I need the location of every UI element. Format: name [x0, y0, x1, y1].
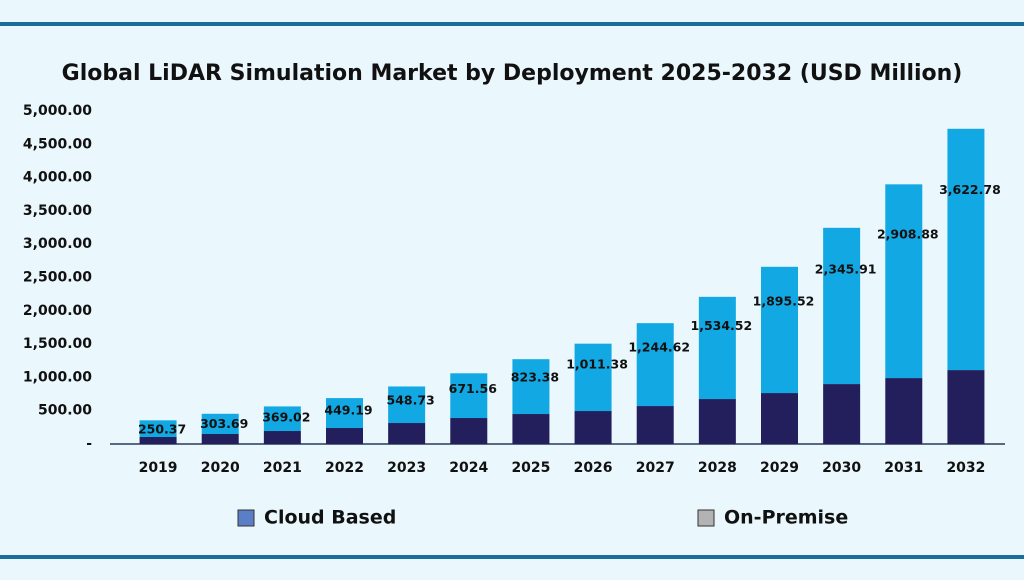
top-border: [0, 22, 1024, 26]
data-label: 1,244.62: [628, 340, 690, 355]
data-label: 1,534.52: [691, 318, 753, 333]
y-tick-label: 1,500.00: [23, 336, 92, 352]
data-label: 2,345.91: [815, 261, 877, 276]
bar-segment: [326, 398, 363, 429]
bar-segment: [388, 423, 426, 444]
y-tick-label: 5,000.00: [23, 103, 92, 119]
x-tick-label: 2026: [574, 460, 613, 476]
bar-segment: [263, 406, 301, 432]
bar-segment: [823, 384, 861, 444]
data-label: 1,011.38: [566, 357, 628, 372]
bar-segment: [512, 414, 550, 444]
y-tick-label: 3,500.00: [23, 203, 92, 219]
x-tick-label: 2028: [698, 460, 737, 476]
y-tick-label: 4,500.00: [23, 136, 92, 152]
data-label: 1,895.52: [753, 293, 815, 308]
data-label: 671.56: [449, 381, 498, 396]
legend-swatch: [697, 509, 715, 527]
bar-segment: [450, 373, 488, 419]
y-tick-label: 2,000.00: [23, 303, 92, 319]
bar-segment: [263, 431, 301, 444]
data-label: 2,908.88: [877, 226, 939, 241]
x-tick-label: 2030: [822, 460, 861, 476]
data-label: 303.69: [200, 416, 248, 431]
bar-segment: [574, 411, 612, 444]
bar-segment: [761, 266, 798, 394]
y-tick-label: -: [86, 436, 92, 452]
legend-label: On-Premise: [724, 507, 848, 529]
data-label: 449.19: [324, 402, 372, 417]
legend-swatch: [237, 509, 255, 527]
bar-segment: [450, 418, 488, 444]
legend-label: Cloud Based: [264, 507, 396, 529]
y-tick-label: 1,000.00: [23, 369, 92, 385]
bar-segment: [512, 359, 550, 415]
data-label: 369.02: [262, 410, 310, 425]
y-tick-label: 2,500.00: [23, 270, 92, 286]
data-label: 823.38: [511, 369, 559, 384]
bar-segment: [947, 370, 985, 444]
bar-segment: [636, 323, 674, 407]
bar-segment: [947, 128, 985, 371]
bar-segment: [201, 413, 239, 435]
y-tick-label: 4,000.00: [23, 170, 92, 186]
x-tick-label: 2031: [884, 460, 923, 476]
x-tick-label: 2029: [760, 460, 799, 476]
bar-segment: [885, 378, 923, 444]
data-label: 250.37: [138, 422, 186, 437]
bar-segment: [823, 227, 861, 385]
x-tick-label: 2020: [201, 460, 240, 476]
y-tick-label: 500.00: [38, 403, 92, 419]
x-tick-label: 2027: [636, 460, 675, 476]
x-tick-label: 2023: [387, 460, 426, 476]
x-tick-label: 2024: [449, 460, 488, 476]
bar-segment: [388, 386, 426, 424]
x-tick-label: 2019: [139, 460, 178, 476]
x-tick-label: 2025: [511, 460, 550, 476]
bar-segment: [761, 393, 798, 444]
bar-segment: [139, 420, 177, 438]
chart-title: Global LiDAR Simulation Market by Deploy…: [62, 61, 963, 86]
data-label: 548.73: [387, 392, 435, 407]
bar-segment: [698, 296, 736, 400]
bar-segment: [636, 406, 674, 444]
bar-segment: [326, 428, 363, 444]
bar-segment: [574, 343, 612, 412]
bar-segment: [139, 437, 177, 444]
data-label: 3,622.78: [939, 182, 1001, 197]
y-tick-label: 3,000.00: [23, 236, 92, 252]
bar-segment: [698, 399, 736, 444]
bar-segment: [201, 434, 239, 444]
x-tick-label: 2021: [263, 460, 302, 476]
bar-segment: [885, 184, 923, 379]
bottom-border: [0, 555, 1024, 559]
x-tick-label: 2022: [325, 460, 364, 476]
x-tick-label: 2032: [946, 460, 985, 476]
